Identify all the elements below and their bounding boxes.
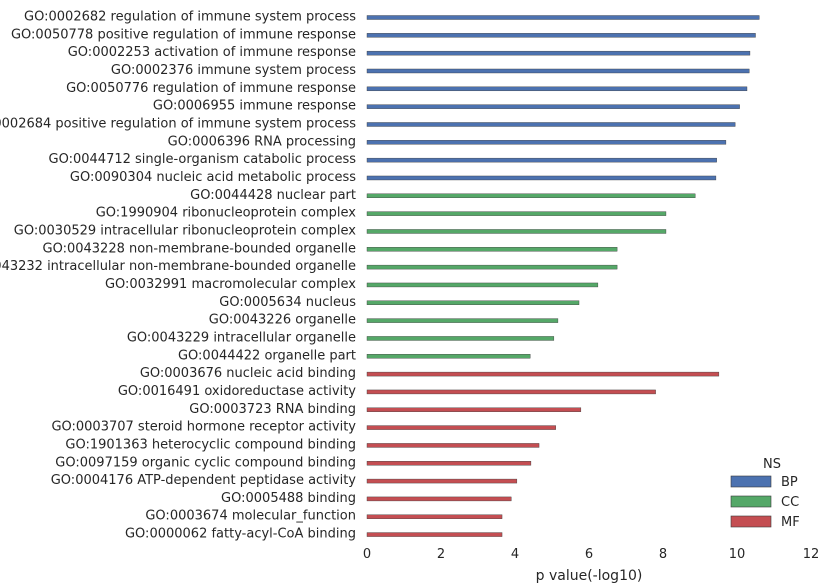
bar-bp: [366, 122, 736, 127]
bar-cc: [366, 336, 555, 341]
category-labels: GO:0002682 regulation of immune system p…: [0, 10, 356, 542]
legend-swatch-mf: [730, 515, 772, 528]
bar-bp: [366, 140, 727, 145]
category-label: GO:0000062 fatty-acyl-CoA binding: [125, 527, 356, 542]
x-tick-label: 6: [585, 547, 593, 562]
category-label: GO:0002253 activation of immune response: [68, 45, 356, 60]
x-tick-label: 4: [511, 547, 519, 562]
category-label: GO:0003674 molecular_function: [145, 509, 356, 524]
bar-mf: [366, 461, 532, 466]
x-tick-label: 2: [437, 547, 445, 562]
category-label: GO:0043228 non-membrane-bounded organell…: [43, 241, 357, 256]
category-label: GO:0097159 organic cyclic compound bindi…: [55, 455, 356, 470]
category-label: GO:0050776 regulation of immune response: [66, 81, 356, 96]
bar-mf: [366, 443, 540, 448]
bar-bp: [366, 104, 740, 109]
category-label: GO:0002682 regulation of immune system p…: [24, 10, 356, 25]
legend-swatch-bp: [730, 475, 772, 488]
bar-bp: [366, 68, 750, 74]
legend-label-mf: MF: [781, 515, 800, 530]
x-tick-label: 0: [363, 547, 371, 562]
bar-mf: [366, 425, 556, 430]
bar-mf: [366, 496, 512, 502]
category-label: GO:0043226 organelle: [209, 313, 356, 328]
bar-mf: [366, 389, 656, 395]
category-label: GO:0016491 oxidoreductase activity: [118, 384, 356, 399]
bar-cc: [366, 300, 580, 305]
category-label: GO:0043229 intracellular organelle: [127, 330, 356, 345]
bar-bp: [366, 50, 751, 56]
bar-cc: [366, 229, 667, 234]
bar-mf: [366, 407, 582, 412]
category-label: GO:0030529 intracellular ribonucleoprote…: [14, 223, 357, 238]
bar-bp: [366, 86, 748, 92]
bar-cc: [366, 354, 531, 359]
bar-mf: [366, 532, 503, 537]
x-tick-label: 12: [803, 547, 820, 562]
category-label: GO:0003676 nucleic acid binding: [140, 366, 356, 381]
legend: NS BP CC MF: [730, 457, 800, 530]
category-label: GO:0032991 macromolecular complex: [105, 277, 356, 292]
legend-swatch-cc: [730, 495, 772, 508]
bar-mf: [366, 514, 503, 519]
bar-cc: [366, 282, 599, 288]
x-tick-label: 8: [659, 547, 667, 562]
category-label: GO:0006955 immune response: [153, 99, 356, 114]
bar-mf: [366, 478, 518, 484]
bars-layer: [366, 15, 760, 537]
bar-cc: [366, 247, 618, 252]
bar-bp: [366, 175, 717, 181]
x-tick-label: 10: [729, 547, 746, 562]
category-label: GO:0002376 immune system process: [111, 63, 356, 78]
bar-cc: [366, 264, 618, 270]
legend-label-bp: BP: [781, 475, 798, 490]
category-label: GO:0043232 intracellular non-membrane-bo…: [0, 259, 356, 274]
category-label: GO:1901363 heterocyclic compound binding: [65, 437, 356, 452]
category-label: GO:0003723 RNA binding: [189, 402, 356, 417]
bar-bp: [366, 15, 760, 20]
bar-cc: [366, 211, 667, 216]
legend-entries: BP CC MF: [730, 475, 800, 530]
legend-label-cc: CC: [781, 495, 799, 510]
bar-mf: [366, 371, 720, 377]
category-label: GO:0044428 nuclear part: [190, 188, 356, 203]
category-label: GO:0005634 nucleus: [219, 295, 356, 310]
category-label: GO:1990904 ribonucleoprotein complex: [96, 206, 357, 221]
x-axis-ticks: 0 2 4 6 8 10 12: [363, 547, 819, 562]
category-label: GO:0003707 steroid hormone receptor acti…: [51, 420, 356, 435]
bar-bp: [366, 157, 717, 163]
category-label: GO:0004176 ATP-dependent peptidase activ…: [51, 473, 357, 488]
category-label: GO:0050778 positive regulation of immune…: [11, 27, 356, 42]
bar-cc: [366, 193, 696, 199]
legend-title: NS: [763, 457, 781, 472]
category-label: GO:0006396 RNA processing: [168, 134, 356, 149]
category-label: GO:0002684 positive regulation of immune…: [0, 116, 356, 131]
bar-cc: [366, 318, 559, 323]
category-label: GO:0090304 nucleic acid metabolic proces…: [70, 170, 356, 185]
category-label: GO:0005488 binding: [221, 491, 356, 506]
category-label: GO:0044712 single-organism catabolic pro…: [49, 152, 357, 167]
category-label: GO:0044422 organelle part: [178, 348, 356, 363]
bar-bp: [366, 33, 756, 38]
x-axis-title: p value(-log10): [536, 568, 643, 584]
